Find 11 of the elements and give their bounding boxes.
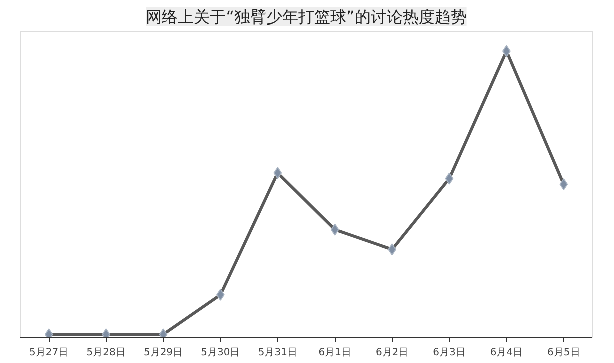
x-tick-label: 6月1日 bbox=[318, 348, 352, 358]
x-tick-label: 6月5日 bbox=[548, 348, 580, 358]
x-tick-label: 6月2日 bbox=[376, 348, 409, 358]
x-tick-label: 5月31日 bbox=[258, 348, 298, 358]
x-tick-label: 5月30日 bbox=[201, 348, 240, 358]
x-tick-label: 5月28日 bbox=[86, 348, 126, 358]
x-tick-label: 5月27日 bbox=[30, 348, 69, 358]
x-tick-label: 6月4日 bbox=[490, 348, 524, 358]
chart-title: 网络上关于“独臂少年打篮球”的讨论热度趋势 bbox=[146, 8, 467, 26]
x-tick-label: 6月3日 bbox=[433, 348, 466, 358]
x-tick-label: 5月29日 bbox=[144, 348, 184, 358]
